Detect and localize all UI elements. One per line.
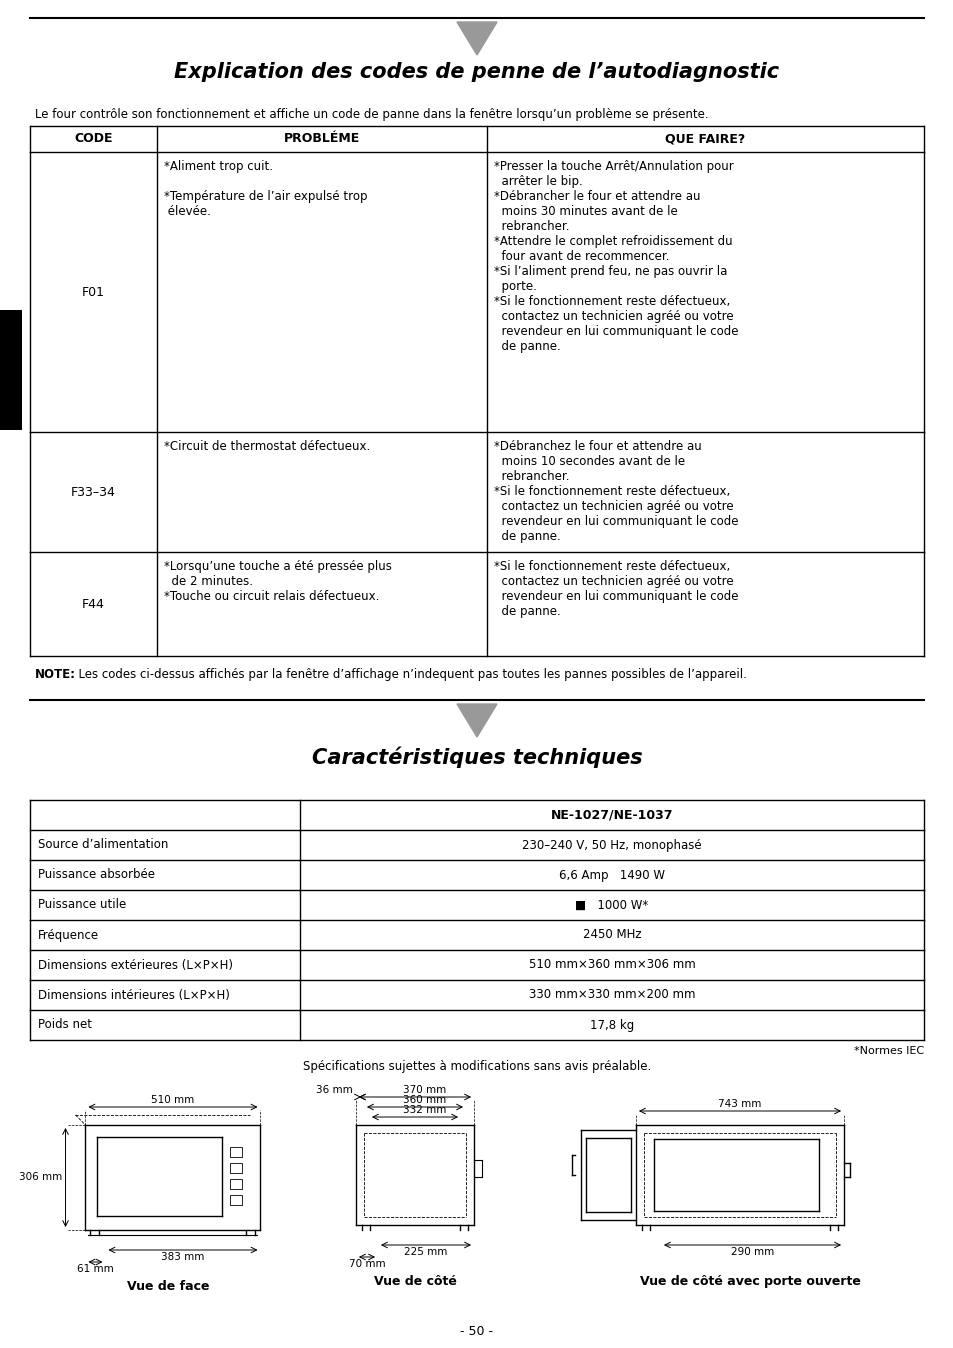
Text: Vue de côté avec porte ouverte: Vue de côté avec porte ouverte	[639, 1275, 860, 1287]
Text: 306 mm: 306 mm	[19, 1173, 63, 1182]
Text: NOTE:: NOTE:	[35, 669, 76, 681]
Text: - 50 -: - 50 -	[460, 1325, 493, 1339]
Text: 510 mm×360 mm×306 mm: 510 mm×360 mm×306 mm	[528, 958, 695, 972]
Text: 61 mm: 61 mm	[77, 1264, 113, 1274]
Text: Français: Français	[5, 341, 17, 399]
Text: Vue de côté: Vue de côté	[374, 1275, 456, 1287]
Text: 17,8 kg: 17,8 kg	[589, 1019, 634, 1031]
Bar	[231, 1194, 242, 1205]
Text: *Aliment trop cuit.

*Température de l’air expulsé trop
 élevée.: *Aliment trop cuit. *Température de l’ai…	[164, 160, 367, 218]
Text: Fréquence: Fréquence	[38, 929, 99, 941]
Text: 330 mm×330 mm×200 mm: 330 mm×330 mm×200 mm	[528, 988, 695, 1002]
Text: Puissance utile: Puissance utile	[38, 899, 126, 911]
Text: PROBLÉME: PROBLÉME	[284, 132, 359, 146]
Text: Caractéristiques techniques: Caractéristiques techniques	[312, 745, 641, 767]
Text: *Normes IEC: *Normes IEC	[853, 1046, 923, 1055]
Text: *Débranchez le four et attendre au
  moins 10 secondes avant de le
  rebrancher.: *Débranchez le four et attendre au moins…	[494, 439, 738, 543]
Text: F44: F44	[82, 597, 105, 611]
Text: 225 mm: 225 mm	[404, 1247, 447, 1256]
Text: Spécifications sujettes à modifications sans avis préalable.: Spécifications sujettes à modifications …	[302, 1060, 651, 1073]
Text: 70 mm: 70 mm	[349, 1259, 385, 1268]
Text: 6,6 Amp   1490 W: 6,6 Amp 1490 W	[558, 868, 664, 882]
Text: 370 mm: 370 mm	[403, 1085, 446, 1095]
Text: 332 mm: 332 mm	[403, 1105, 446, 1115]
Text: Les codes ci-dessus affichés par la fenêtre d’affichage n’indequent pas toutes l: Les codes ci-dessus affichés par la fenê…	[71, 669, 746, 681]
Text: *Lorsqu’une touche a été pressée plus
  de 2 minutes.
*Touche ou circuit relais : *Lorsqu’une touche a été pressée plus de…	[164, 559, 392, 603]
Bar	[231, 1163, 242, 1173]
Text: Dimensions extérieures (L×P×H): Dimensions extérieures (L×P×H)	[38, 958, 233, 972]
Text: 36 mm: 36 mm	[315, 1085, 353, 1095]
Text: 510 mm: 510 mm	[152, 1095, 194, 1105]
Polygon shape	[456, 22, 497, 55]
Text: 2450 MHz: 2450 MHz	[582, 929, 640, 941]
Text: Puissance absorbée: Puissance absorbée	[38, 868, 154, 882]
Text: 743 mm: 743 mm	[718, 1099, 760, 1109]
Text: CODE: CODE	[74, 132, 112, 146]
Text: 360 mm: 360 mm	[403, 1095, 446, 1105]
Text: Dimensions intérieures (L×P×H): Dimensions intérieures (L×P×H)	[38, 988, 230, 1002]
Bar	[231, 1180, 242, 1189]
Text: F33–34: F33–34	[71, 485, 116, 499]
Bar	[0, 310, 22, 430]
Text: 383 mm: 383 mm	[161, 1252, 205, 1262]
Text: Source d’alimentation: Source d’alimentation	[38, 838, 168, 852]
Text: *Presser la touche Arrêt/Annulation pour
  arrêter le bip.
*Débrancher le four e: *Presser la touche Arrêt/Annulation pour…	[494, 160, 738, 353]
Text: Poids net: Poids net	[38, 1019, 91, 1031]
Polygon shape	[456, 704, 497, 737]
Text: QUE FAIRE?: QUE FAIRE?	[664, 132, 745, 146]
Text: Le four contrôle son fonctionnement et affiche un code de panne dans la fenêtre : Le four contrôle son fonctionnement et a…	[35, 108, 708, 121]
Text: F01: F01	[82, 286, 105, 298]
Text: Vue de face: Vue de face	[127, 1281, 209, 1293]
Bar	[231, 1147, 242, 1157]
Text: 230–240 V, 50 Hz, monophasé: 230–240 V, 50 Hz, monophasé	[521, 838, 701, 852]
Text: NE-1027/NE-1037: NE-1027/NE-1037	[550, 809, 673, 821]
Text: ■   1000 W*: ■ 1000 W*	[575, 899, 648, 911]
Text: Explication des codes de penne de l’autodiagnostic: Explication des codes de penne de l’auto…	[174, 62, 779, 82]
Text: *Circuit de thermostat défectueux.: *Circuit de thermostat défectueux.	[164, 439, 370, 453]
Text: 290 mm: 290 mm	[730, 1247, 773, 1256]
Text: *Si le fonctionnement reste défectueux,
  contactez un technicien agréé ou votre: *Si le fonctionnement reste défectueux, …	[494, 559, 738, 617]
